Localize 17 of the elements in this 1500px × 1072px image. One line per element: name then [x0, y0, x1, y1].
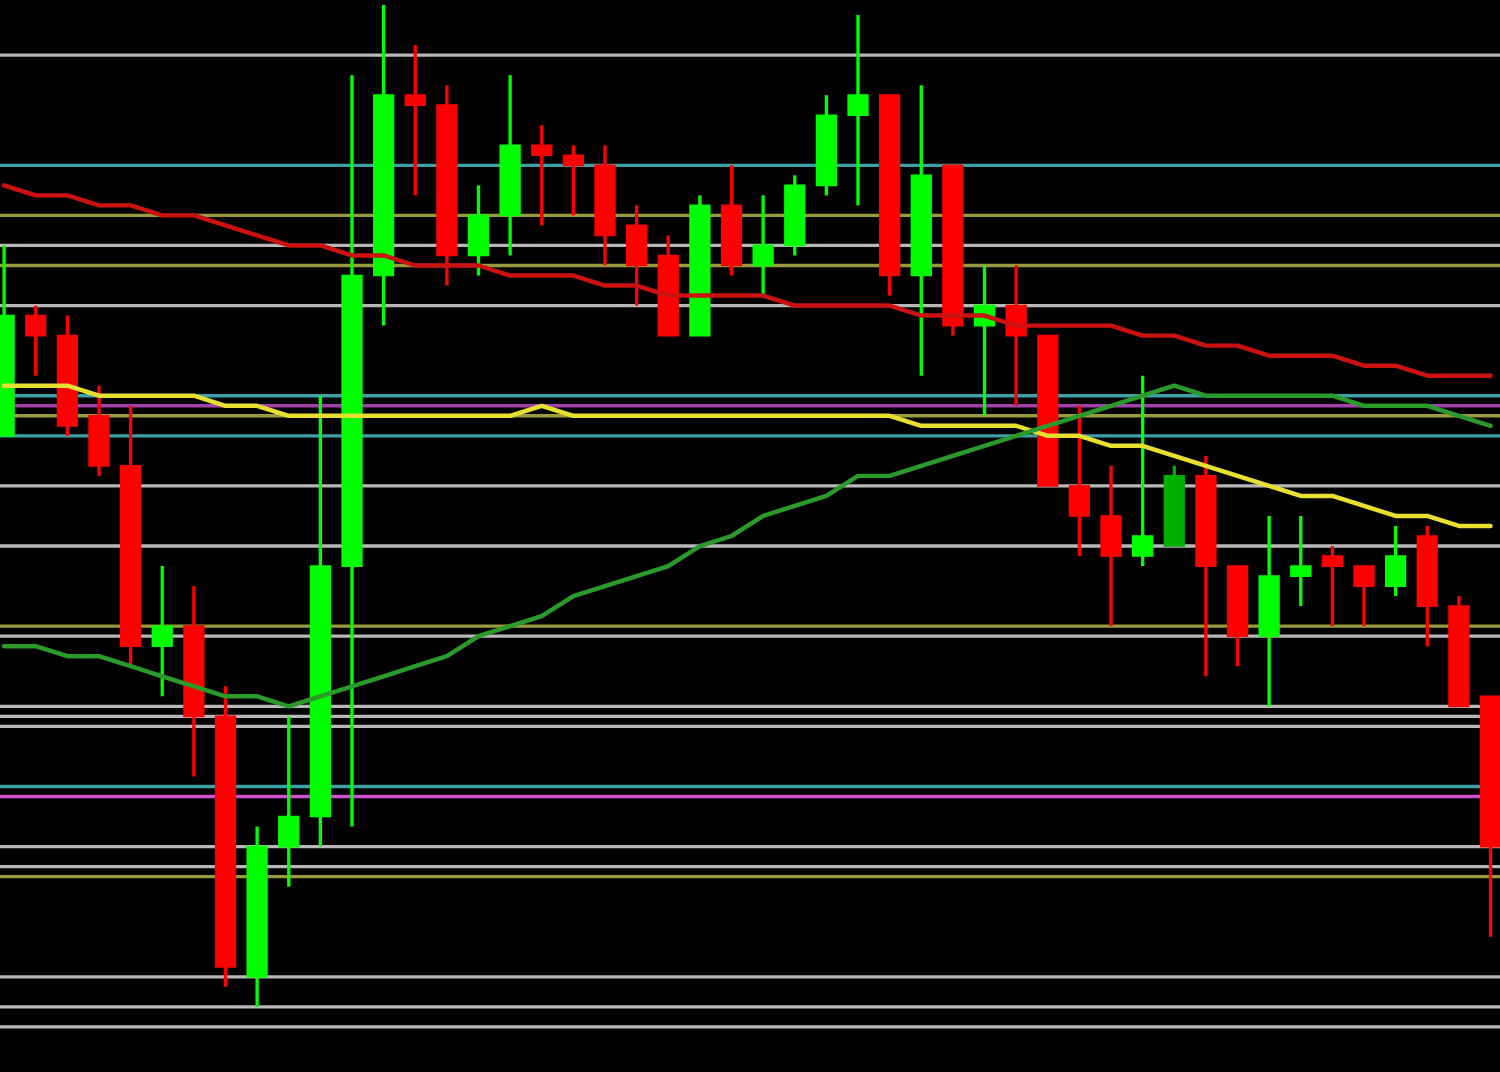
candlestick — [1321, 544, 1344, 628]
candlestick — [1353, 564, 1375, 628]
candlestick — [404, 43, 426, 198]
candlestick — [625, 203, 648, 308]
candlestick — [1290, 514, 1312, 608]
candlestick — [467, 183, 490, 278]
candlestick — [531, 123, 553, 228]
candlestick — [151, 564, 173, 698]
candlestick — [1131, 374, 1154, 568]
candlestick — [1068, 404, 1091, 558]
candlestick — [562, 143, 585, 218]
candlestick — [1100, 464, 1122, 628]
candlestick — [278, 714, 300, 889]
candlestick — [25, 303, 47, 378]
candlestick — [847, 13, 869, 208]
candlestick — [752, 193, 774, 298]
candlestick — [1384, 524, 1407, 598]
